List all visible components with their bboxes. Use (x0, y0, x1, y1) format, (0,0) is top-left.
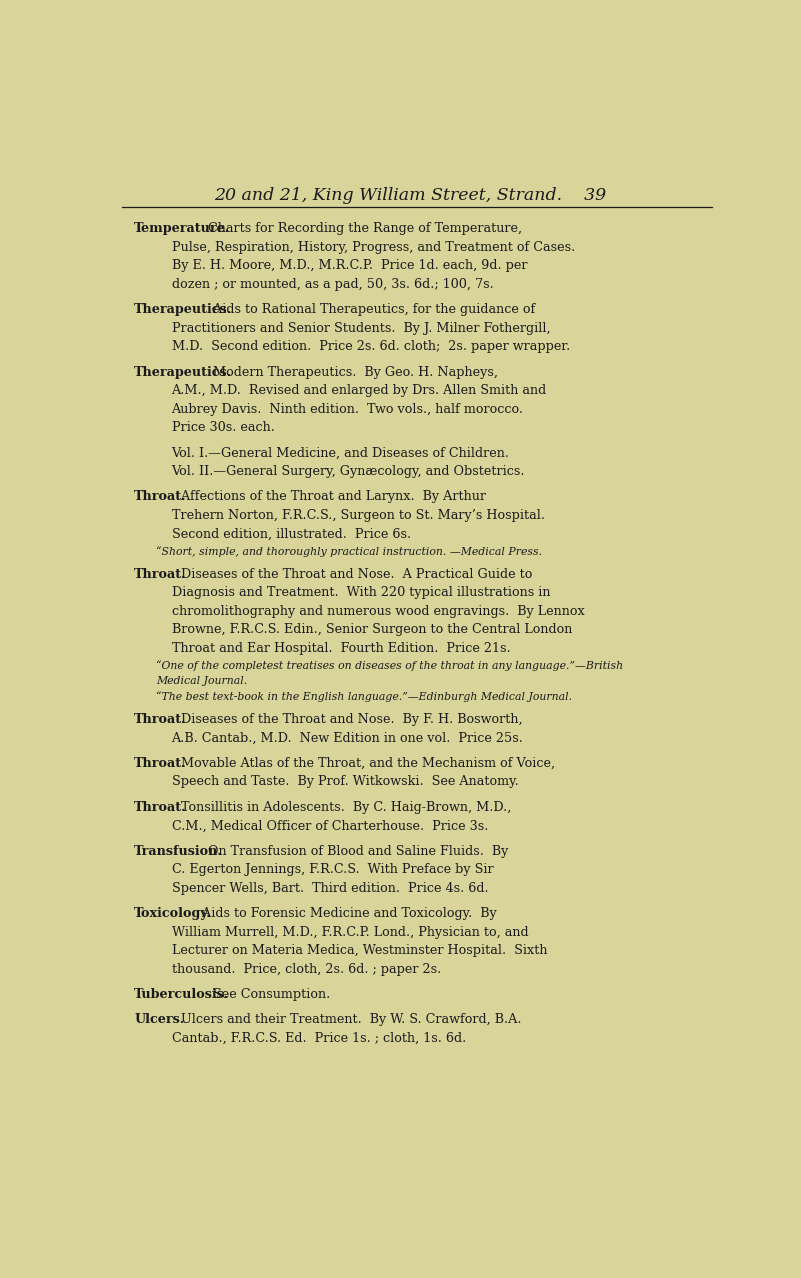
Text: Throat.: Throat. (135, 491, 187, 504)
Text: C.M., Medical Officer of Charterhouse.  Price 3s.: C.M., Medical Officer of Charterhouse. P… (171, 819, 488, 832)
Text: Pulse, Respiration, History, Progress, and Treatment of Cases.: Pulse, Respiration, History, Progress, a… (171, 240, 575, 254)
Text: Charts for Recording the Range of Temperature,: Charts for Recording the Range of Temper… (199, 222, 522, 235)
Text: Throat.: Throat. (135, 757, 187, 769)
Text: A.B. Cantab., M.D.  New Edition in one vol.  Price 25s.: A.B. Cantab., M.D. New Edition in one vo… (171, 731, 523, 745)
Text: Tonsillitis in Adolescents.  By C. Haig-Brown, M.D.,: Tonsillitis in Adolescents. By C. Haig-B… (172, 801, 511, 814)
Text: “The best text-book in the English language.”—Edinburgh Medical Journal.: “The best text-book in the English langu… (156, 691, 572, 702)
Text: Spencer Wells, Bart.  Third edition.  Price 4s. 6d.: Spencer Wells, Bart. Third edition. Pric… (171, 882, 488, 895)
Text: Diagnosis and Treatment.  With 220 typical illustrations in: Diagnosis and Treatment. With 220 typica… (171, 587, 550, 599)
Text: Diseases of the Throat and Nose.  By F. H. Bosworth,: Diseases of the Throat and Nose. By F. H… (172, 713, 522, 726)
Text: By E. H. Moore, M.D., M.R.C.P.  Price 1d. each, 9d. per: By E. H. Moore, M.D., M.R.C.P. Price 1d.… (171, 259, 527, 272)
Text: Cantab., F.R.C.S. Ed.  Price 1s. ; cloth, 1s. 6d.: Cantab., F.R.C.S. Ed. Price 1s. ; cloth,… (171, 1031, 465, 1045)
Text: Speech and Taste.  By Prof. Witkowski.  See Anatomy.: Speech and Taste. By Prof. Witkowski. Se… (171, 776, 518, 789)
Text: Modern Therapeutics.  By Geo. H. Napheys,: Modern Therapeutics. By Geo. H. Napheys, (205, 366, 498, 378)
Text: C. Egerton Jennings, F.R.C.S.  With Preface by Sir: C. Egerton Jennings, F.R.C.S. With Prefa… (171, 863, 493, 877)
Text: On Transfusion of Blood and Saline Fluids.  By: On Transfusion of Blood and Saline Fluid… (199, 845, 508, 858)
Text: Movable Atlas of the Throat, and the Mechanism of Voice,: Movable Atlas of the Throat, and the Mec… (172, 757, 554, 769)
Text: Second edition, illustrated.  Price 6s.: Second edition, illustrated. Price 6s. (171, 528, 411, 541)
Text: Throat.: Throat. (135, 713, 187, 726)
Text: Throat and Ear Hospital.  Fourth Edition.  Price 21s.: Throat and Ear Hospital. Fourth Edition.… (171, 642, 510, 654)
Text: Lecturer on Materia Medica, Westminster Hospital.  Sixth: Lecturer on Materia Medica, Westminster … (171, 944, 547, 957)
Text: Ulcers and their Treatment.  By W. S. Crawford, B.A.: Ulcers and their Treatment. By W. S. Cra… (172, 1013, 521, 1026)
Text: Trehern Norton, F.R.C.S., Surgeon to St. Mary’s Hospital.: Trehern Norton, F.R.C.S., Surgeon to St.… (171, 509, 545, 521)
Text: Diseases of the Throat and Nose.  A Practical Guide to: Diseases of the Throat and Nose. A Pract… (172, 567, 532, 581)
Text: Throat.: Throat. (135, 801, 187, 814)
Text: “One of the completest treatises on diseases of the throat in any language.”—Bri: “One of the completest treatises on dise… (156, 661, 623, 671)
Text: See Consumption.: See Consumption. (205, 988, 331, 1001)
Text: 20 and 21, King William Street, Strand.    39: 20 and 21, King William Street, Strand. … (215, 187, 606, 203)
Text: A.M., M.D.  Revised and enlarged by Drs. Allen Smith and: A.M., M.D. Revised and enlarged by Drs. … (171, 383, 547, 397)
Text: Vol. I.—General Medicine, and Diseases of Children.: Vol. I.—General Medicine, and Diseases o… (171, 446, 509, 459)
Text: Tuberculosis.: Tuberculosis. (135, 988, 229, 1001)
Text: Transfusion.: Transfusion. (135, 845, 223, 858)
Text: “Short, simple, and thoroughly practical instruction. —Medical Press.: “Short, simple, and thoroughly practical… (156, 546, 542, 557)
Text: Aids to Rational Therapeutics, for the guidance of: Aids to Rational Therapeutics, for the g… (205, 303, 536, 316)
Text: M.D.  Second edition.  Price 2s. 6d. cloth;  2s. paper wrapper.: M.D. Second edition. Price 2s. 6d. cloth… (171, 340, 570, 353)
Text: Vol. II.—General Surgery, Gynæcology, and Obstetrics.: Vol. II.—General Surgery, Gynæcology, an… (171, 465, 525, 478)
Text: Throat.: Throat. (135, 567, 187, 581)
Text: chromolithography and numerous wood engravings.  By Lennox: chromolithography and numerous wood engr… (171, 604, 584, 619)
Text: Ulcers.: Ulcers. (135, 1013, 184, 1026)
Text: Medical Journal.: Medical Journal. (156, 676, 248, 686)
Text: Temperature.: Temperature. (135, 222, 231, 235)
Text: Aubrey Davis.  Ninth edition.  Two vols., half morocco.: Aubrey Davis. Ninth edition. Two vols., … (171, 403, 524, 415)
Text: Therapeutics.: Therapeutics. (135, 303, 232, 316)
Text: William Murrell, M.D., F.R.C.P. Lond., Physician to, and: William Murrell, M.D., F.R.C.P. Lond., P… (171, 925, 528, 938)
Text: Affections of the Throat and Larynx.  By Arthur: Affections of the Throat and Larynx. By … (172, 491, 485, 504)
Text: Browne, F.R.C.S. Edin., Senior Surgeon to the Central London: Browne, F.R.C.S. Edin., Senior Surgeon t… (171, 624, 572, 636)
Text: Therapeutics.: Therapeutics. (135, 366, 232, 378)
Text: Toxicology.: Toxicology. (135, 907, 212, 920)
Text: Practitioners and Senior Students.  By J. Milner Fothergill,: Practitioners and Senior Students. By J.… (171, 322, 550, 335)
Text: Aids to Forensic Medicine and Toxicology.  By: Aids to Forensic Medicine and Toxicology… (195, 907, 497, 920)
Text: dozen ; or mounted, as a pad, 50, 3s. 6d.; 100, 7s.: dozen ; or mounted, as a pad, 50, 3s. 6d… (171, 277, 493, 291)
Text: thousand.  Price, cloth, 2s. 6d. ; paper 2s.: thousand. Price, cloth, 2s. 6d. ; paper … (171, 962, 441, 975)
Text: Price 30s. each.: Price 30s. each. (171, 420, 275, 435)
